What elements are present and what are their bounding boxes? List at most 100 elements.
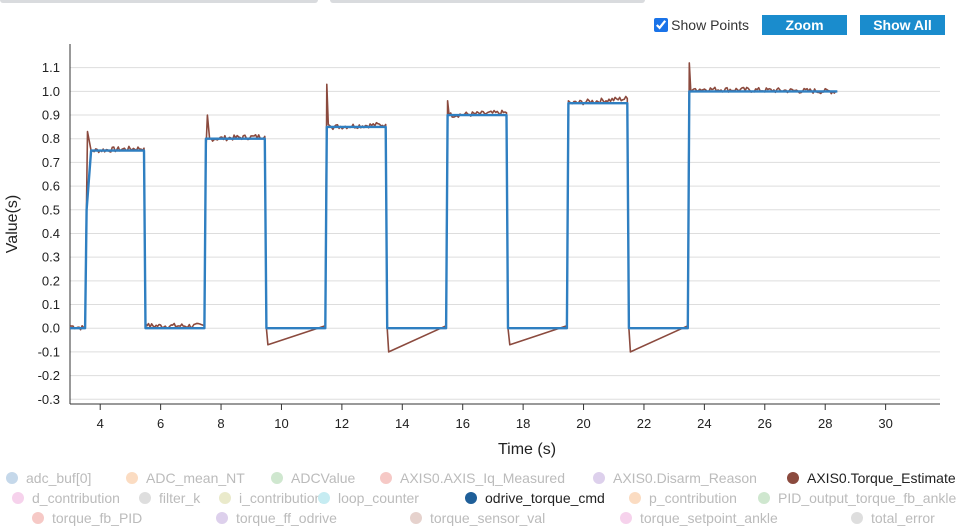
legend-swatch — [380, 472, 392, 484]
x-tick-label: 6 — [157, 416, 164, 431]
legend-label: AXIS0.Disarm_Reason — [613, 470, 757, 486]
legend-label: torque_sensor_val — [430, 510, 546, 526]
legend-label: PID_output_torque_fb_ankle — [778, 490, 957, 506]
x-tick-label: 30 — [878, 416, 892, 431]
legend-label: torque_ff_odrive — [236, 510, 337, 526]
x-tick-label: 20 — [576, 416, 590, 431]
chart-grid — [70, 67, 940, 400]
y-tick-label: 0.1 — [42, 297, 60, 312]
y-tick-label: 1.0 — [42, 84, 60, 99]
legend-item[interactable]: torque_fb_PID — [32, 508, 142, 528]
chart-legend: adc_buf[0] ADC_mean_NT ADCValue AXIS0.AXIS_… — [0, 468, 975, 529]
y-tick-label: 0.0 — [42, 321, 60, 336]
x-tick-label: 12 — [335, 416, 349, 431]
legend-item[interactable]: filter_k — [139, 488, 200, 508]
legend-label: AXIS0.Torque_Estimate — [807, 470, 956, 486]
y-tick-label: 0.7 — [42, 155, 60, 170]
y-tick-label: -0.1 — [38, 344, 60, 359]
zoom-button[interactable]: Zoom — [762, 15, 847, 35]
y-axis-title: Value(s) — [4, 195, 21, 253]
legend-item[interactable]: ADCValue — [271, 468, 355, 488]
legend-swatch — [465, 492, 477, 504]
y-tick-label: 0.9 — [42, 108, 60, 123]
top-tab-right[interactable] — [330, 0, 645, 3]
y-tick-label: -0.3 — [38, 392, 60, 407]
legend-item[interactable]: torque_sensor_val — [410, 508, 545, 528]
show-points-label: Show Points — [671, 17, 749, 33]
legend-label: p_contribution — [649, 490, 737, 506]
legend-swatch — [216, 512, 228, 524]
y-tick-label: 0.4 — [42, 226, 60, 241]
legend-item[interactable]: p_contribution — [629, 488, 737, 508]
y-tick-label: 0.5 — [42, 202, 60, 217]
legend-label: ADC_mean_NT — [146, 470, 245, 486]
legend-swatch — [126, 472, 138, 484]
x-tick-label: 16 — [455, 416, 469, 431]
top-tab-left[interactable] — [0, 0, 318, 3]
legend-item[interactable]: torque_ff_odrive — [216, 508, 337, 528]
legend-swatch — [271, 472, 283, 484]
x-tick-label: 10 — [274, 416, 288, 431]
legend-item[interactable]: total_error — [851, 508, 935, 528]
legend-label: d_contribution — [32, 490, 120, 506]
x-tick-label: 4 — [97, 416, 104, 431]
legend-label: AXIS0.AXIS_Iq_Measured — [400, 470, 565, 486]
legend-swatch — [851, 512, 863, 524]
legend-label: odrive_torque_cmd — [485, 490, 605, 506]
legend-swatch — [629, 492, 641, 504]
legend-item[interactable]: odrive_torque_cmd — [465, 488, 605, 508]
series-line-AXIS0.Torque_Estimate[interactable] — [69, 62, 838, 353]
legend-swatch — [593, 472, 605, 484]
y-tick-label: 0.6 — [42, 179, 60, 194]
legend-swatch — [410, 512, 422, 524]
show-points-checkbox[interactable] — [654, 18, 669, 32]
legend-item[interactable]: loop_counter — [318, 488, 419, 508]
y-tick-label: 1.1 — [42, 60, 60, 75]
legend-swatch — [219, 492, 231, 504]
legend-swatch — [12, 492, 24, 504]
legend-label: adc_buf[0] — [26, 470, 92, 486]
legend-item[interactable]: AXIS0.AXIS_Iq_Measured — [380, 468, 565, 488]
x-axis-title: Time (s) — [498, 441, 556, 458]
legend-label: i_contribution — [239, 490, 323, 506]
legend-swatch — [32, 512, 44, 524]
chart-series — [69, 62, 838, 353]
x-tick-label: 24 — [697, 416, 711, 431]
legend-item[interactable]: AXIS0.Disarm_Reason — [593, 468, 757, 488]
x-tick-label: 22 — [637, 416, 651, 431]
legend-swatch — [139, 492, 151, 504]
legend-label: filter_k — [159, 490, 201, 506]
legend-item[interactable]: i_contribution — [219, 488, 322, 508]
x-tick-label: 26 — [758, 416, 772, 431]
chart-axes: -0.3 -0.2 -0.1 0.0 0.1 0.2 0.3 0.4 0.5 0.6 0.7 0.8 0… — [38, 44, 940, 431]
legend-item[interactable]: torque_setpoint_ankle — [620, 508, 778, 528]
x-tick-label: 18 — [516, 416, 530, 431]
series-line-odrive_torque_cmd[interactable] — [70, 90, 838, 330]
legend-label: torque_setpoint_ankle — [640, 510, 778, 526]
x-tick-label: 8 — [217, 416, 224, 431]
show-points-toggle[interactable]: Show Points — [654, 17, 749, 33]
legend-swatch — [758, 492, 770, 504]
legend-label: total_error — [871, 510, 935, 526]
top-tab-strip — [0, 0, 975, 6]
y-tick-label: 0.2 — [42, 273, 60, 288]
legend-swatch — [318, 492, 330, 504]
legend-item[interactable]: ADC_mean_NT — [126, 468, 245, 488]
legend-item[interactable]: d_contribution — [12, 488, 120, 508]
legend-label: loop_counter — [338, 490, 419, 506]
legend-swatch — [787, 472, 799, 484]
chart-controls: Show Points Zoom Show All — [654, 15, 945, 35]
legend-label: torque_fb_PID — [52, 510, 143, 526]
legend-swatch — [620, 512, 632, 524]
x-tick-label: 14 — [395, 416, 409, 431]
legend-label: ADCValue — [291, 470, 356, 486]
y-tick-label: -0.2 — [38, 368, 60, 383]
x-tick-label: 28 — [818, 416, 832, 431]
legend-item[interactable]: AXIS0.Torque_Estimate — [787, 468, 956, 488]
line-chart[interactable]: -0.3 -0.2 -0.1 0.0 0.1 0.2 0.3 0.4 0.5 0.6 0.7 0.8 0… — [0, 0, 975, 468]
y-tick-label: 0.8 — [42, 131, 60, 146]
legend-item[interactable]: adc_buf[0] — [6, 468, 91, 488]
show-all-button[interactable]: Show All — [860, 15, 945, 35]
legend-item[interactable]: PID_output_torque_fb_ankle — [758, 488, 956, 508]
y-tick-label: 0.3 — [42, 250, 60, 265]
